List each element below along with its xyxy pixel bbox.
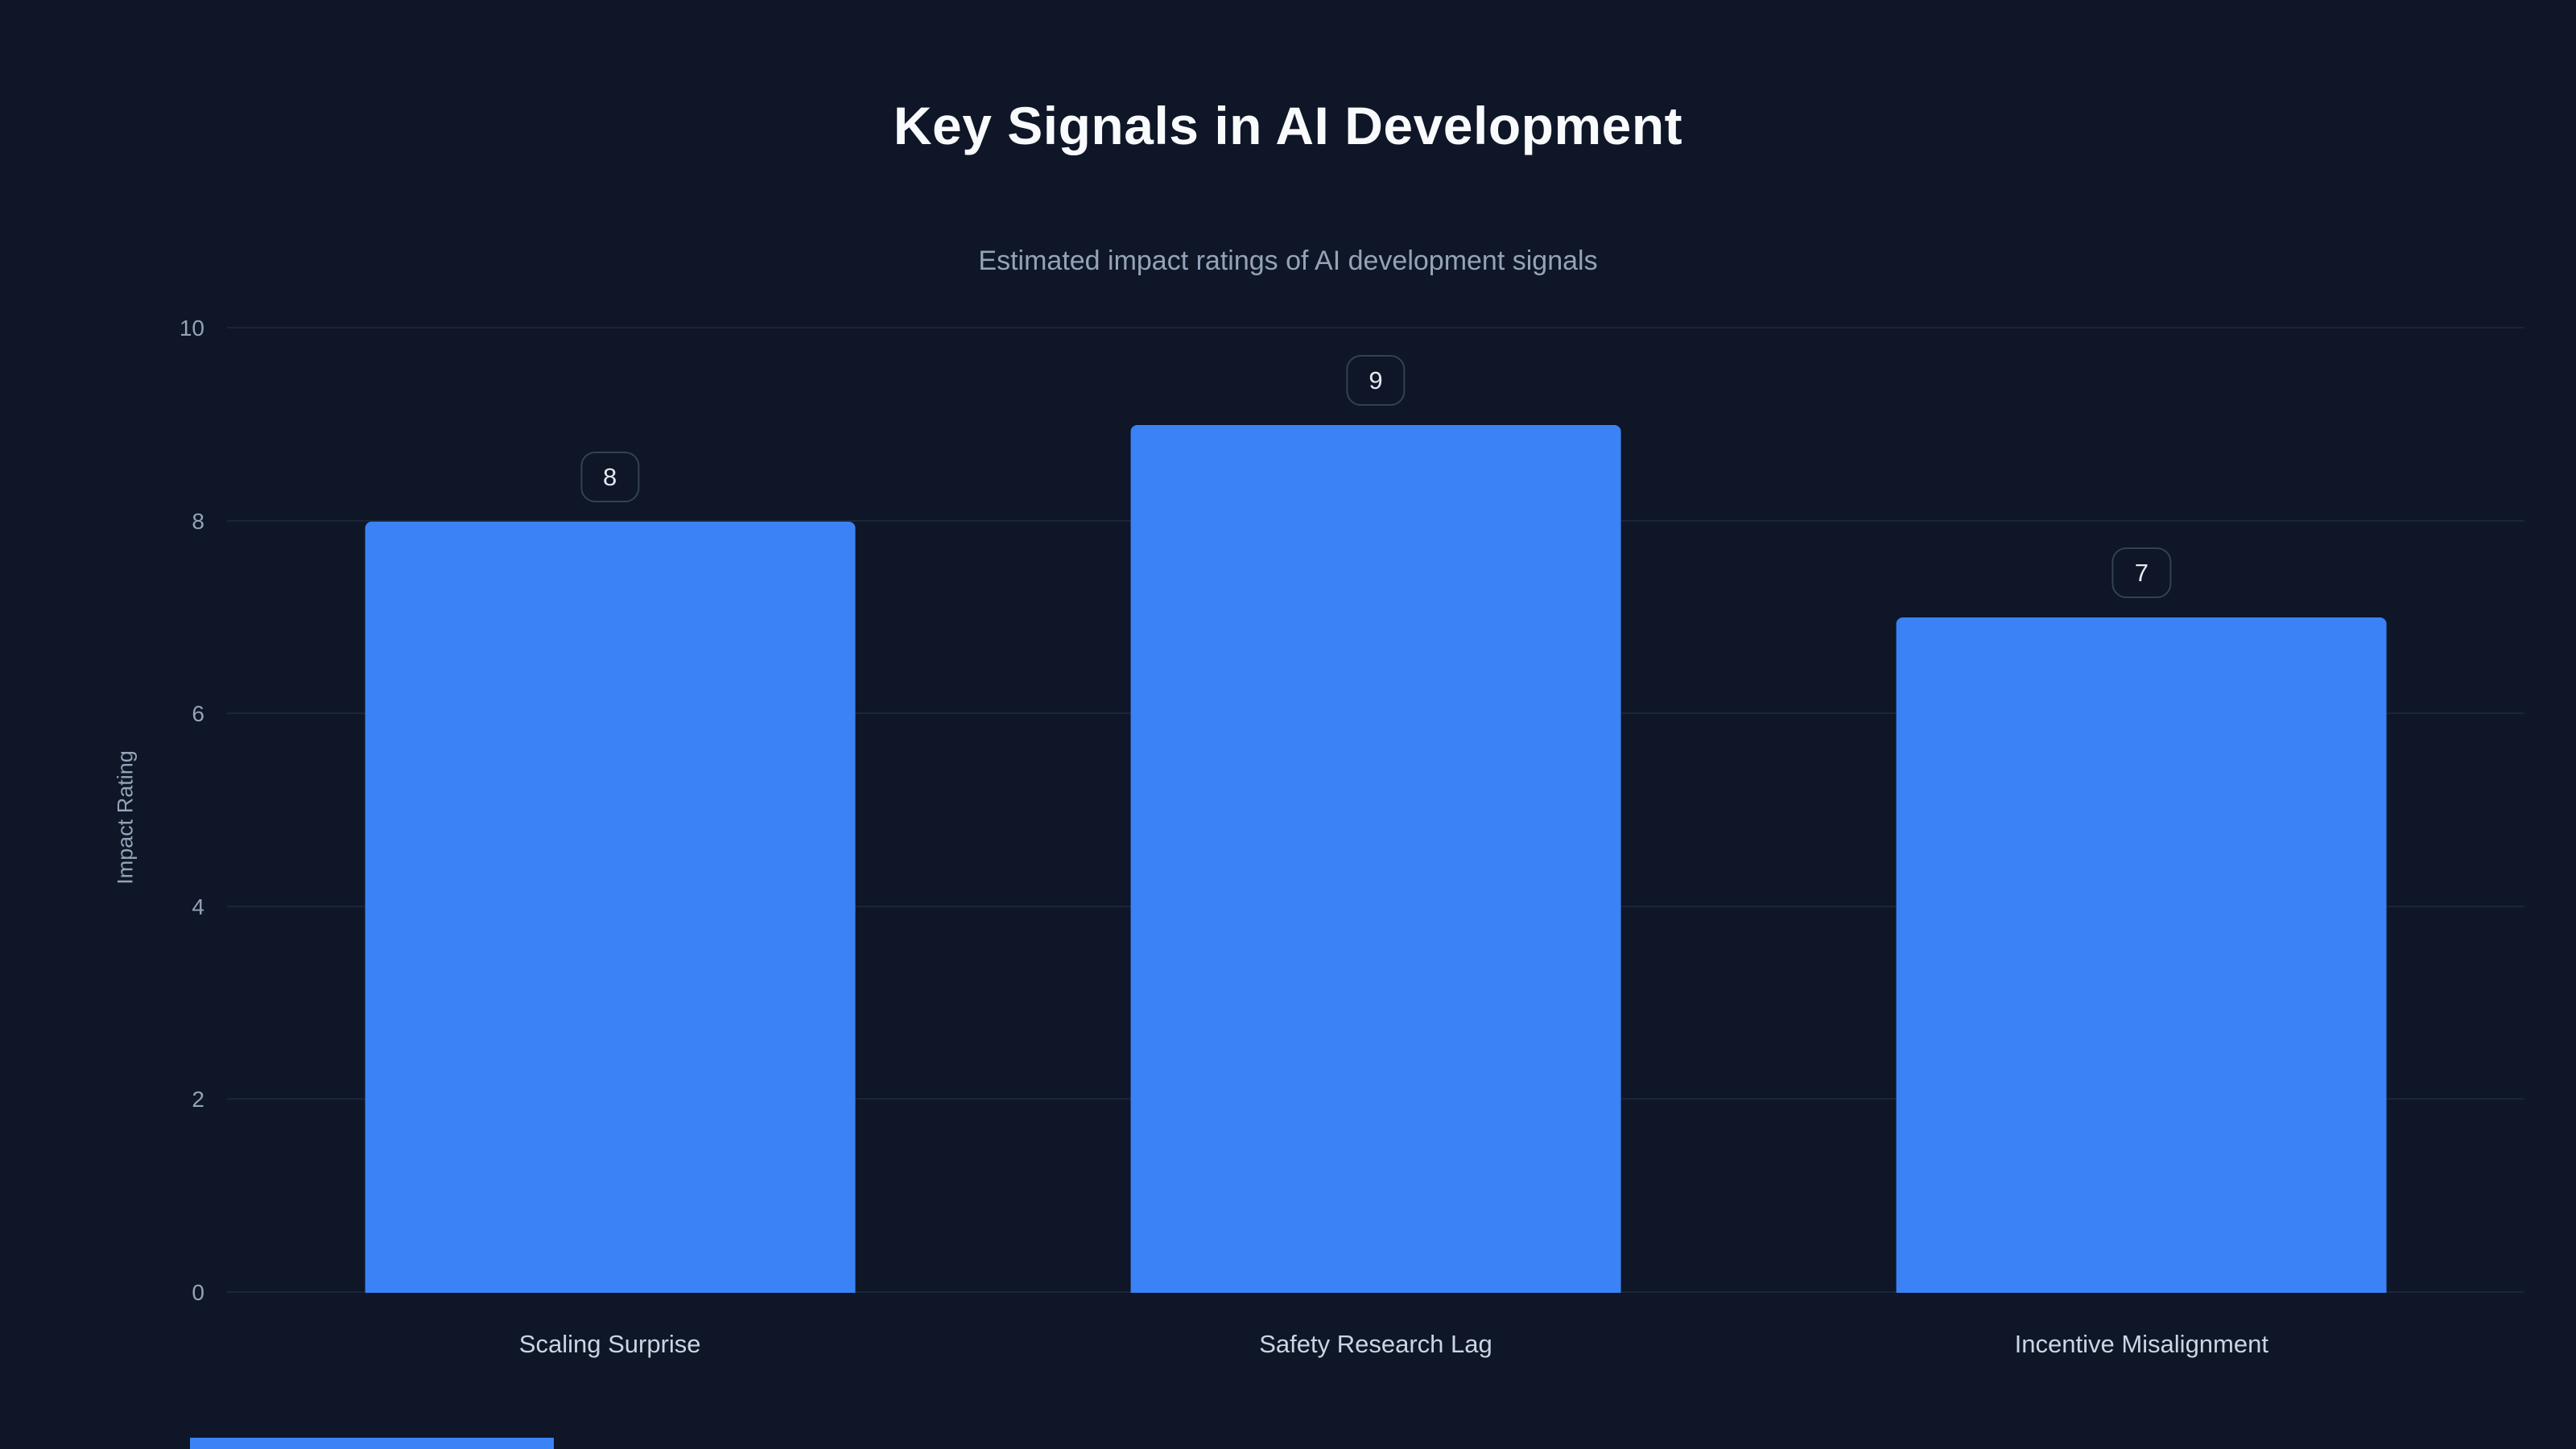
y-tick-label: 8 (192, 508, 204, 534)
value-label-safety-research-lag: 9 (1346, 354, 1406, 406)
x-category-label-safety-research-lag: Safety Research Lag (1259, 1330, 1492, 1358)
value-label-incentive-misalignment: 7 (2112, 547, 2171, 599)
bar-safety-research-lag (1130, 424, 1621, 1293)
chart-title: Key Signals in AI Development (893, 96, 1683, 155)
y-tick-label: 0 (192, 1280, 204, 1305)
y-axis-title: Impact Rating (113, 750, 138, 885)
y-tick-label: 2 (192, 1087, 204, 1113)
bar-band-incentive-misalignment: 7 (1759, 328, 2524, 1293)
bar-scaling-surprise (365, 521, 856, 1293)
bar-band-safety-research-lag: 9 (993, 328, 1758, 1293)
bar-band-scaling-surprise: 8 (227, 328, 993, 1293)
x-category-label-incentive-misalignment: Incentive Misalignment (2014, 1330, 2268, 1358)
value-label-scaling-surprise: 8 (580, 451, 640, 502)
chart-subtitle: Estimated impact ratings of AI developme… (978, 246, 1598, 276)
x-axis-labels: Scaling Surprise Safety Research Lag Incen… (227, 1330, 2524, 1359)
y-tick-label: 6 (192, 701, 204, 727)
plot-area: 0 2 4 6 8 10 8 9 7 (180, 317, 2524, 1304)
bar-incentive-misalignment (1896, 617, 2387, 1293)
y-tick-label: 4 (192, 894, 204, 919)
gridline (227, 327, 2524, 328)
x-category-label-scaling-surprise: Scaling Surprise (518, 1330, 701, 1358)
bottom-partial-bar (190, 1438, 554, 1449)
y-tick-label: 10 (179, 316, 204, 341)
